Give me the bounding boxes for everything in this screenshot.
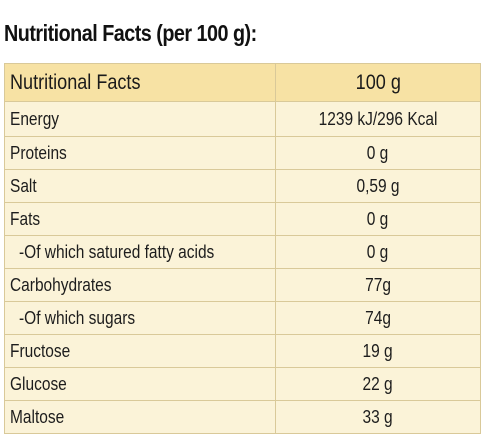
row-value-cell: 0 g xyxy=(275,235,481,269)
row-label-saturated-fatty-acids: -Of which satured fatty acids xyxy=(19,241,215,262)
row-value-cell: 0,59 g xyxy=(275,169,481,203)
row-label-carbohydrates: Carbohydrates xyxy=(10,274,112,295)
row-label-cell: -Of which sugars xyxy=(4,301,276,335)
header-label: Nutritional Facts xyxy=(10,70,141,94)
row-label-fats: Fats xyxy=(10,208,41,229)
row-label-cell: Maltose xyxy=(4,400,276,434)
table-row: -Of which sugars 74g xyxy=(4,301,481,335)
row-value-cell: 77g xyxy=(275,268,481,302)
table-row: Carbohydrates 77g xyxy=(4,268,481,302)
row-value-glucose: 22 g xyxy=(362,373,394,394)
row-label-energy: Energy xyxy=(10,108,60,129)
table-row: Maltose 33 g xyxy=(4,400,481,434)
table-row: Proteins 0 g xyxy=(4,136,481,170)
row-label-proteins: Proteins xyxy=(10,142,67,163)
row-label-cell: Glucose xyxy=(4,367,276,401)
row-value-proteins: 0 g xyxy=(367,142,389,163)
row-value-fructose: 19 g xyxy=(362,340,394,361)
row-value-cell: 33 g xyxy=(275,400,481,434)
table-row: Salt 0,59 g xyxy=(4,169,481,203)
row-label-cell: Fructose xyxy=(4,334,276,368)
row-value-cell: 0 g xyxy=(275,202,481,236)
row-label-cell: Fats xyxy=(4,202,276,236)
row-label-maltose: Maltose xyxy=(10,406,65,427)
row-label-cell: -Of which satured fatty acids xyxy=(4,235,276,269)
row-label-cell: Energy xyxy=(4,101,276,137)
row-value-cell: 0 g xyxy=(275,136,481,170)
row-value-cell: 19 g xyxy=(275,334,481,368)
table-header-row: Nutritional Facts 100 g xyxy=(4,63,481,102)
row-label-glucose: Glucose xyxy=(10,373,67,394)
nutrition-table: Nutritional Facts 100 g Energy 1239 kJ/2… xyxy=(4,63,481,434)
row-label-cell: Proteins xyxy=(4,136,276,170)
row-value-cell: 74g xyxy=(275,301,481,335)
header-value-cell: 100 g xyxy=(275,63,481,102)
row-value-maltose: 33 g xyxy=(362,406,394,427)
row-label-fructose: Fructose xyxy=(10,340,71,361)
row-value-saturated-fatty-acids: 0 g xyxy=(367,241,389,262)
header-value: 100 g xyxy=(355,70,401,94)
table-row: -Of which satured fatty acids 0 g xyxy=(4,235,481,269)
row-label-salt: Salt xyxy=(10,175,37,196)
row-label-cell: Carbohydrates xyxy=(4,268,276,302)
table-row: Fructose 19 g xyxy=(4,334,481,368)
row-value-energy: 1239 kJ/296 Kcal xyxy=(318,108,438,129)
table-row: Glucose 22 g xyxy=(4,367,481,401)
row-label-cell: Salt xyxy=(4,169,276,203)
row-value-salt: 0,59 g xyxy=(356,175,400,196)
row-value-cell: 22 g xyxy=(275,367,481,401)
page-title: Nutritional Facts (per 100 g): xyxy=(4,20,257,46)
table-row: Energy 1239 kJ/296 Kcal xyxy=(4,101,481,137)
row-value-carbohydrates: 77g xyxy=(365,274,391,295)
row-value-cell: 1239 kJ/296 Kcal xyxy=(275,101,481,137)
row-value-fats: 0 g xyxy=(367,208,389,229)
row-value-sugars: 74g xyxy=(365,307,391,328)
header-label-cell: Nutritional Facts xyxy=(4,63,276,102)
table-row: Fats 0 g xyxy=(4,202,481,236)
row-label-sugars: -Of which sugars xyxy=(19,307,136,328)
